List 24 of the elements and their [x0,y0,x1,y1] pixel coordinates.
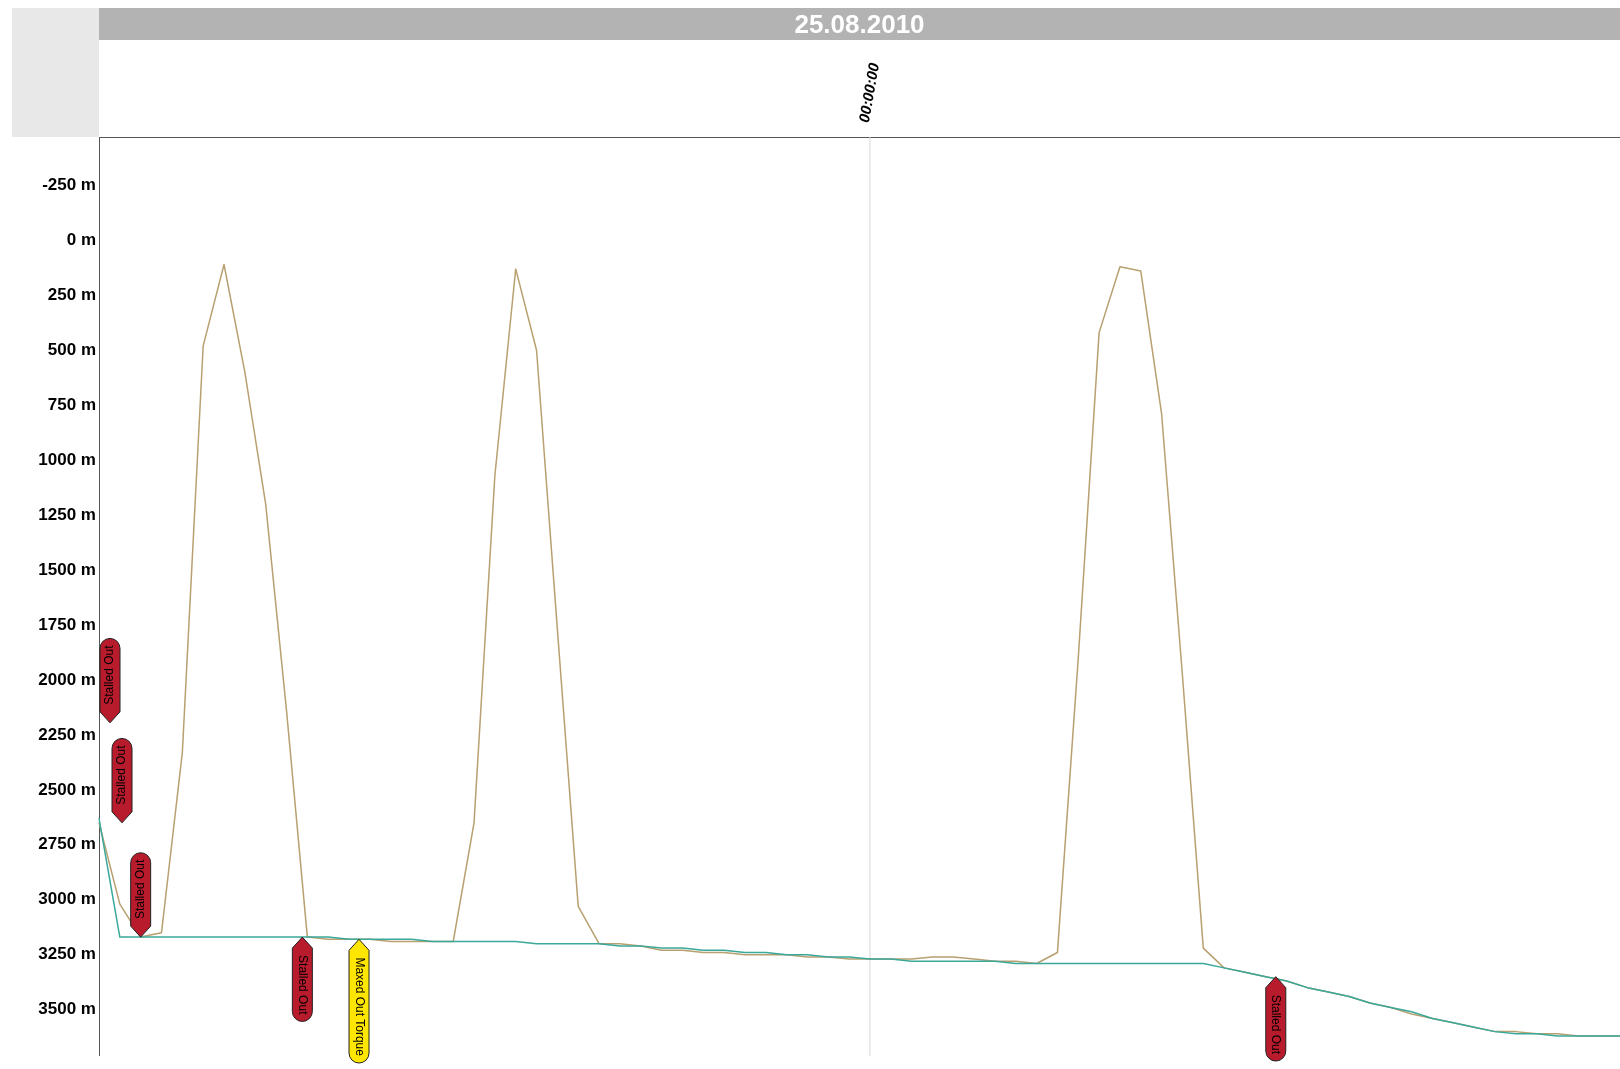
y-tick-label: 500 m [47,339,96,359]
annotation: Stalled Out [102,644,117,705]
y-tick-label: 2500 m [38,779,96,799]
y-tick-label: 1000 m [38,449,96,469]
y-tick-label: -250 m [42,175,96,195]
y-tick-label: 2750 m [38,834,96,854]
y-tick-label: 1250 m [38,504,96,524]
annotation: Stalled Out [1269,994,1284,1055]
y-tick-label: 750 m [47,394,96,414]
y-tick-label: 250 m [47,284,96,304]
y-tick-label: 3000 m [38,889,96,909]
annotation: Maxed Out Torque [352,957,367,1057]
y-tick-label: 1750 m [38,614,96,634]
y-tick-label: 3250 m [38,944,96,964]
annotation: Stalled Out [132,859,147,920]
x-tick-label: 00:00:00 [854,61,883,124]
y-tick-label: 1500 m [38,559,96,579]
y-tick-label: 2250 m [38,724,96,744]
y-tick-label: 2000 m [38,669,96,689]
annotation: Stalled Out [296,955,311,1016]
chart-title: 25.08.2010 [99,8,1620,40]
y-tick-label: 0 m [66,230,96,249]
annotation: Stalled Out [114,744,129,805]
y-tick-label: 3500 m [38,999,96,1019]
